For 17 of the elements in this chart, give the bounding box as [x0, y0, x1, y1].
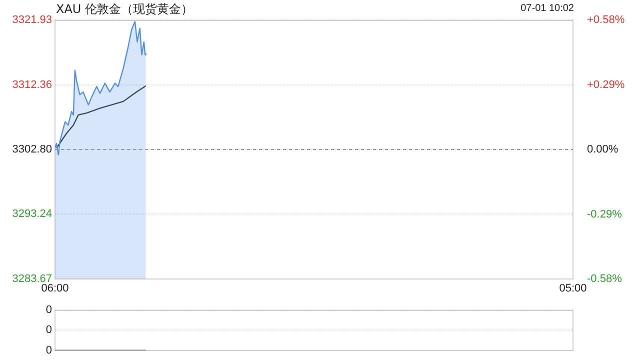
y-tick-label: 3302.80 [12, 144, 52, 156]
x-tick-label: 05:00 [559, 282, 587, 295]
y2-tick-label: -0.58% [587, 273, 622, 286]
y-tick-label: 3321.93 [12, 14, 52, 26]
chart-subtitle: 07-01 10:02 [520, 3, 574, 14]
y2-tick-label: +0.58% [587, 14, 625, 26]
y-tick-label: 0 [46, 304, 52, 316]
y-tick-label: 3283.67 [12, 273, 52, 286]
y-tick-label: 0 [46, 344, 52, 356]
x-tick-label: 06:00 [41, 282, 69, 295]
y2-tick-label: 0.00% [587, 144, 618, 156]
y-tick-label: 3312.36 [12, 78, 52, 91]
y-tick-label: 3293.24 [12, 208, 52, 220]
chart-title: XAU 伦敦金（现货黄金） [56, 1, 194, 18]
y-tick-label: 0 [46, 324, 52, 336]
y2-tick-label: -0.29% [587, 208, 622, 220]
y2-tick-label: +0.29% [587, 78, 625, 91]
